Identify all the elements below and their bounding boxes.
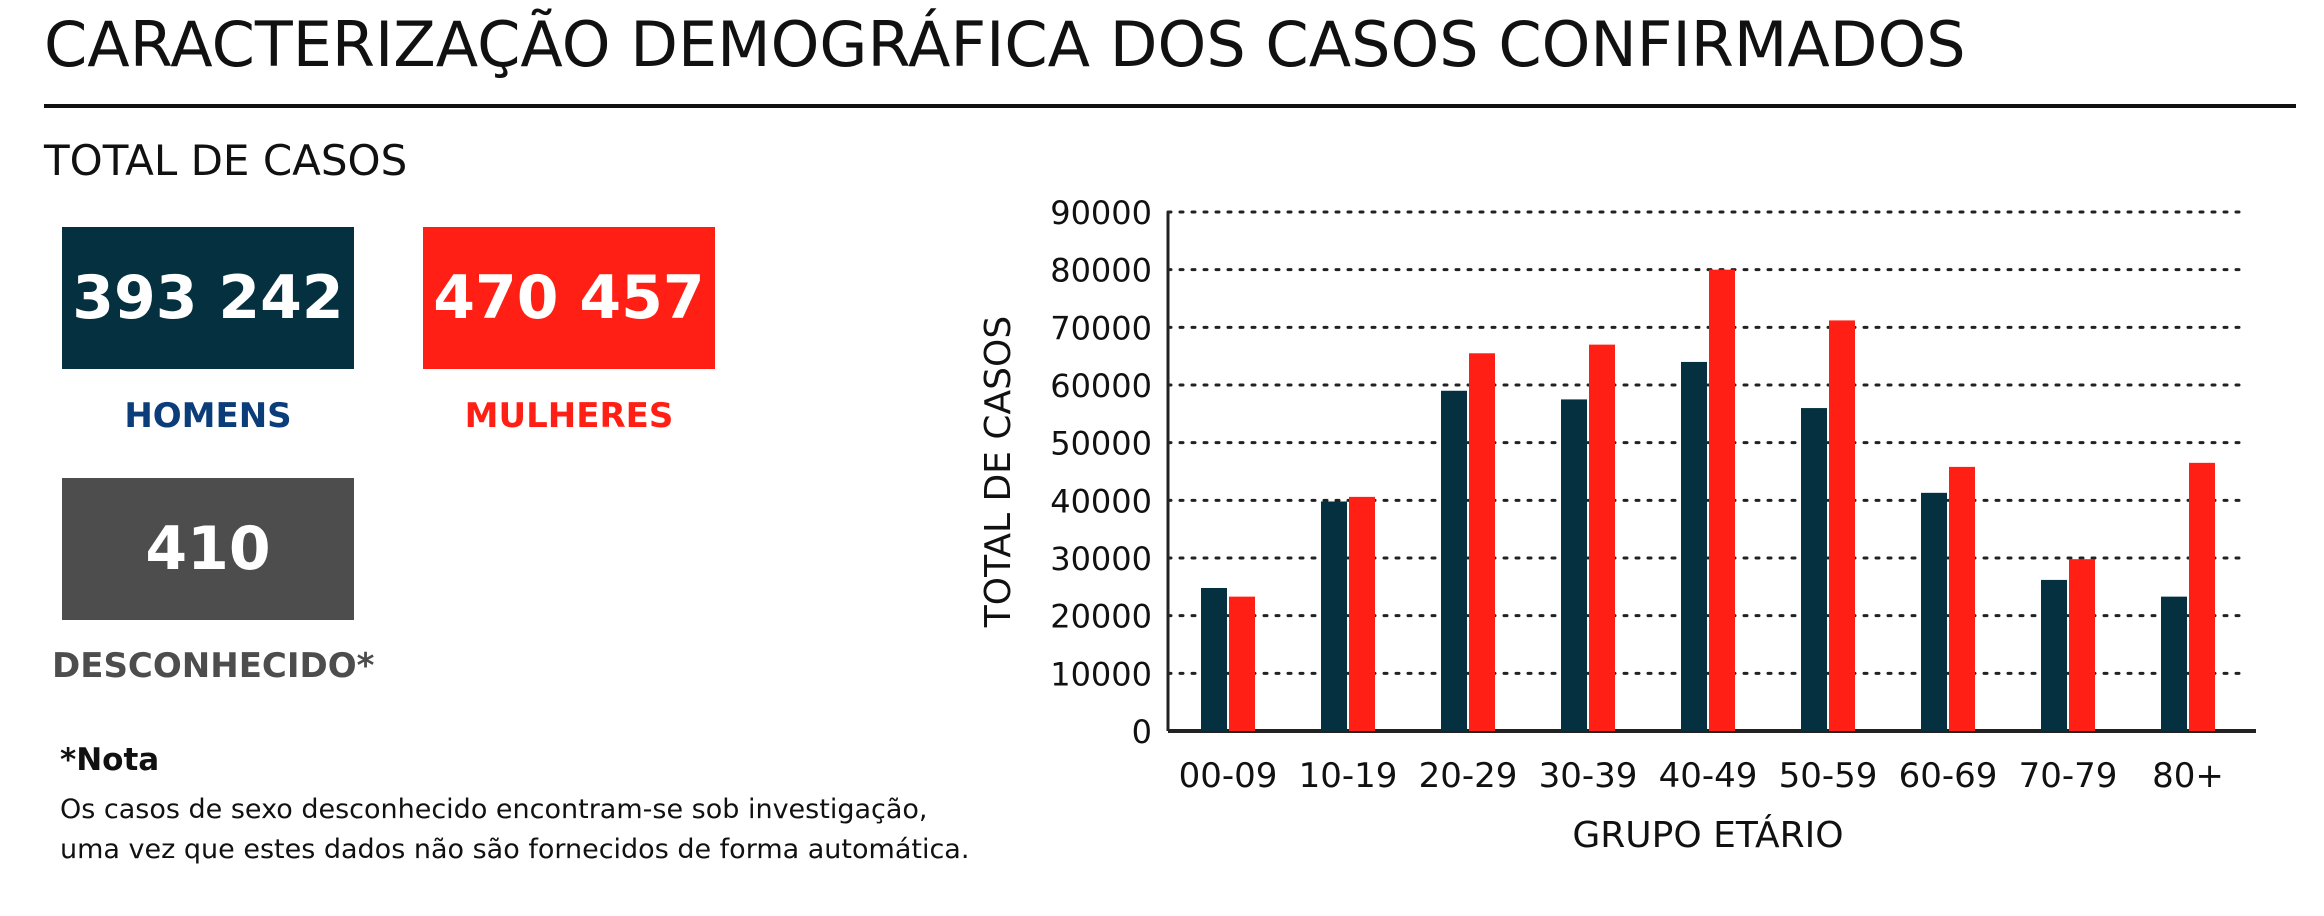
x-tick-label: 00-09 <box>1179 756 1278 796</box>
bar <box>1441 390 1467 731</box>
y-tick-label: 80000 <box>1050 252 1152 290</box>
x-tick-label: 80+ <box>2152 756 2224 796</box>
bar <box>1829 320 1855 731</box>
bar <box>2069 559 2095 731</box>
bar <box>1709 269 1735 731</box>
page-title: CARACTERIZAÇÃO DEMOGRÁFICA DOS CASOS CON… <box>44 8 1966 81</box>
women-label: MULHERES <box>464 396 674 436</box>
bar <box>2041 579 2067 731</box>
men-label: HOMENS <box>124 396 292 436</box>
x-tick-label: 50-59 <box>1779 756 1878 796</box>
bar <box>1681 361 1707 731</box>
note-line: uma vez que estes dados não são fornecid… <box>60 834 970 865</box>
y-tick-label: 0 <box>1132 713 1152 751</box>
title-divider <box>44 104 2296 108</box>
bar <box>1201 587 1227 731</box>
y-tick-label: 30000 <box>1050 540 1152 578</box>
x-tick-label: 70-79 <box>2019 756 2118 796</box>
bar <box>1229 596 1255 731</box>
bar <box>2161 596 2187 731</box>
y-tick-label: 20000 <box>1050 598 1152 636</box>
y-tick-label: 40000 <box>1050 482 1152 520</box>
men-total-value: 393 242 <box>72 263 344 333</box>
women-total-value: 470 457 <box>433 263 705 333</box>
y-axis-title: TOTAL DE CASOS <box>978 316 1019 628</box>
age-group-bar-chart: 0 10000 20000 30000 40000 50000 60000 70000 8000… <box>978 194 2256 856</box>
x-tick-label: 60-69 <box>1899 756 1998 796</box>
women-total-box: 470 457 <box>423 227 715 369</box>
bar <box>1949 466 1975 731</box>
y-tick-label: 50000 <box>1050 425 1152 463</box>
bar <box>1349 496 1375 731</box>
note-title: *Nota <box>60 742 160 778</box>
y-tick-label: 10000 <box>1050 655 1152 693</box>
x-tick-label: 30-39 <box>1539 756 1638 796</box>
bar <box>1321 501 1347 731</box>
x-tick-label: 20-29 <box>1419 756 1518 796</box>
bar <box>1469 353 1495 731</box>
men-total-box: 393 242 <box>62 227 354 369</box>
y-tick-label: 90000 <box>1050 194 1152 232</box>
total-cases-heading: TOTAL DE CASOS <box>44 136 408 185</box>
bar <box>1801 408 1827 731</box>
bar <box>2189 462 2215 731</box>
unknown-total-box: 410 <box>62 478 354 620</box>
bar <box>1589 344 1615 731</box>
x-tick-label: 10-19 <box>1299 756 1398 796</box>
y-tick-label: 70000 <box>1050 309 1152 347</box>
unknown-label: DESCONHECIDO* <box>52 646 375 686</box>
x-tick-label: 40-49 <box>1659 756 1758 796</box>
bar <box>1921 492 1947 731</box>
note-line: Os casos de sexo desconhecido encontram-… <box>60 794 928 825</box>
bar <box>1561 399 1587 731</box>
unknown-total-value: 410 <box>145 514 271 584</box>
y-tick-label: 60000 <box>1050 367 1152 405</box>
x-axis-title: GRUPO ETÁRIO <box>1572 814 1843 856</box>
